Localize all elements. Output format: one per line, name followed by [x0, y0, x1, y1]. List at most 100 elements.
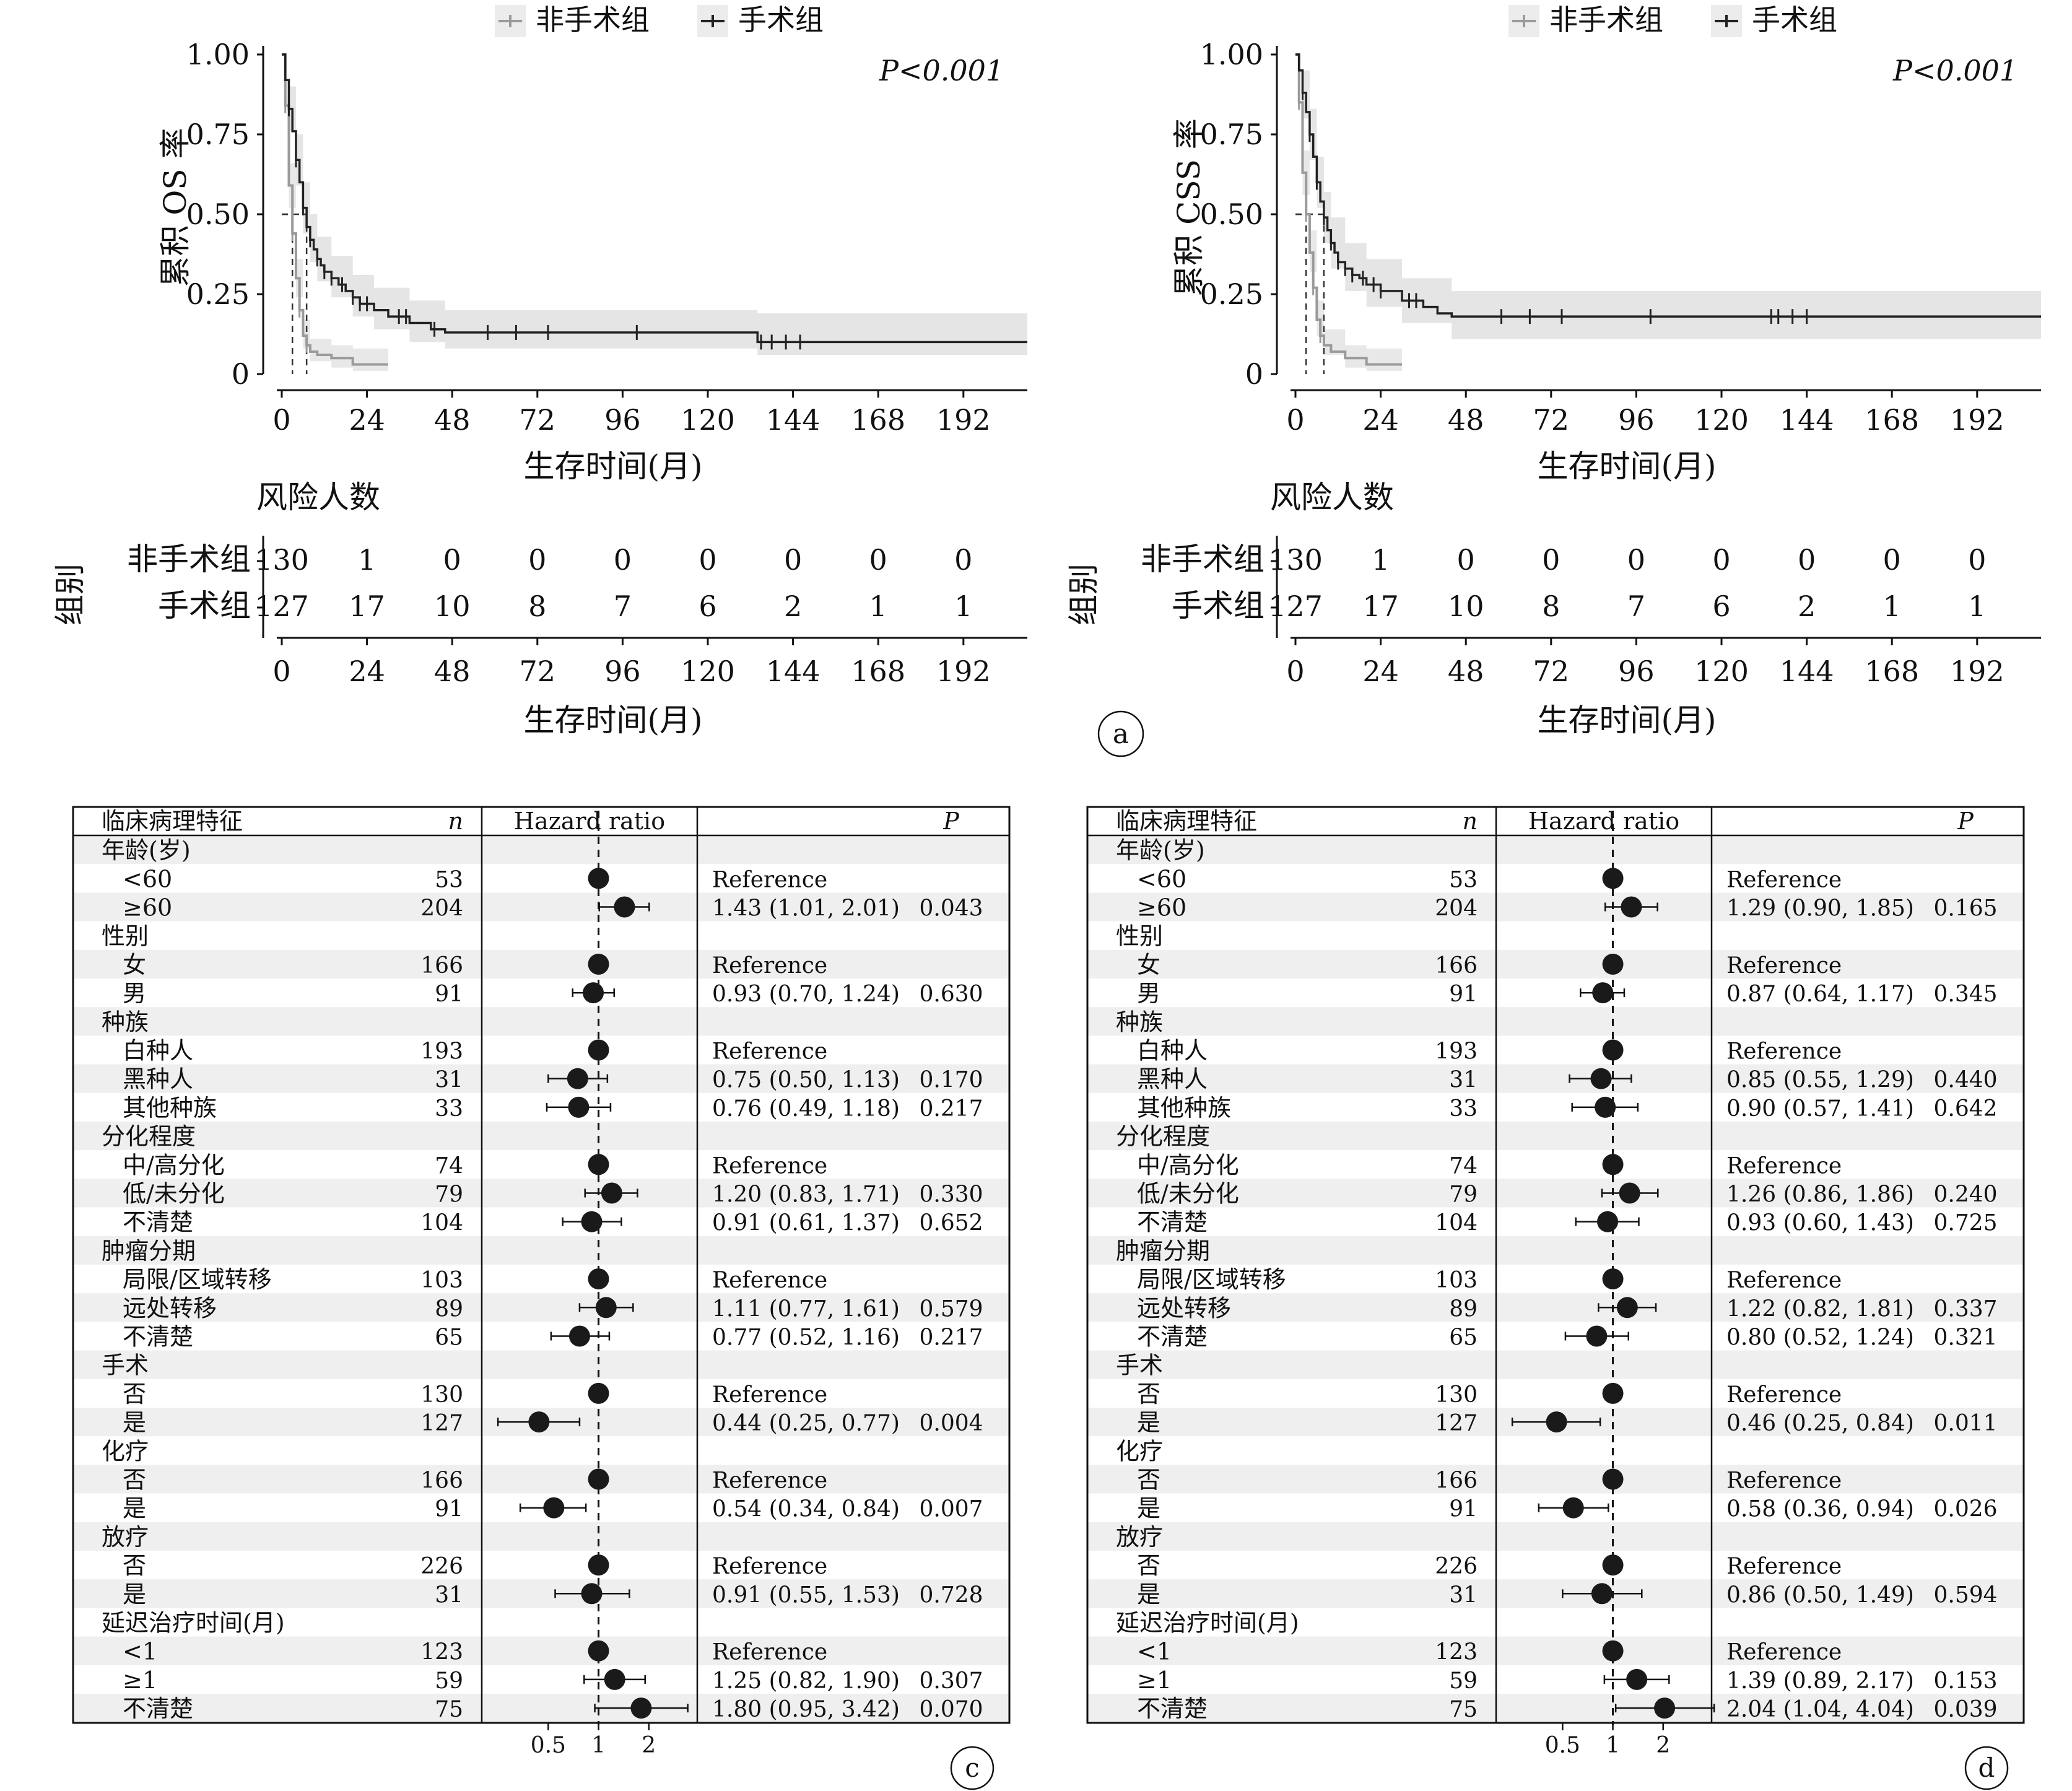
- km-curve-1: [1295, 53, 2041, 318]
- forest-x-tick-label: 2: [1656, 1733, 1670, 1758]
- hr-point: [1590, 1068, 1612, 1089]
- n-value: 31: [1449, 1582, 1478, 1608]
- p-value: 0.039: [1933, 1697, 1997, 1722]
- row-stripe: [1087, 1007, 2024, 1036]
- risk-count: 6: [699, 590, 716, 623]
- level-label: ≥60: [1137, 894, 1186, 922]
- header-hazard-ratio: Hazard ratio: [1528, 808, 1679, 835]
- risk-x-tick-label: 96: [1618, 655, 1655, 688]
- row-stripe: [73, 1235, 1009, 1265]
- level-label: 男: [123, 980, 146, 1007]
- hr-text: 0.91 (0.55, 1.53): [712, 1582, 900, 1608]
- x-tick-label: 48: [1448, 403, 1484, 437]
- y-tick-label: 0.75: [1200, 118, 1263, 151]
- level-label: 不清楚: [123, 1323, 193, 1351]
- risk-x-axis-title: 生存时间(月): [1537, 702, 1716, 738]
- x-tick-label: 48: [434, 403, 471, 437]
- hr-text: Reference: [1726, 1468, 1842, 1494]
- level-label: 不清楚: [1137, 1695, 1208, 1722]
- x-tick-label: 72: [520, 403, 556, 437]
- forest-x-tick-label: 0.5: [531, 1733, 566, 1758]
- risk-x-tick-label: 96: [604, 655, 641, 688]
- header-n: n: [448, 808, 463, 835]
- hr-point: [1619, 1182, 1640, 1204]
- y-tick-label: 1.00: [1200, 38, 1263, 71]
- hr-text: Reference: [1726, 867, 1842, 892]
- p-value: 0.579: [919, 1296, 983, 1322]
- hr-point: [588, 1268, 609, 1290]
- risk-count: 0: [443, 543, 461, 577]
- row-stripe: [1087, 1694, 2024, 1723]
- hr-text: Reference: [1726, 1382, 1842, 1408]
- header-hazard-ratio: Hazard ratio: [514, 808, 665, 835]
- hr-text: Reference: [1726, 1640, 1842, 1665]
- level-label: 黑种人: [1137, 1066, 1208, 1093]
- p-value: 0.330: [919, 1182, 983, 1208]
- hr-point: [1586, 1325, 1608, 1347]
- hr-point: [614, 896, 635, 918]
- group-label: 分化程度: [102, 1123, 196, 1150]
- hr-point: [588, 1554, 609, 1576]
- risk-count: 17: [349, 590, 385, 623]
- hr-text: Reference: [712, 1468, 827, 1494]
- risk-count: 130: [255, 543, 309, 577]
- level-label: <1: [123, 1638, 157, 1665]
- y-tick-label: 0.75: [186, 118, 250, 151]
- y-tick-label: 0.50: [1200, 198, 1263, 231]
- n-value: 91: [1449, 982, 1478, 1007]
- row-stripe: [73, 1122, 1009, 1151]
- row-stripe: [73, 1694, 1009, 1723]
- hr-point: [1591, 1583, 1613, 1605]
- p-value-annotation: P<0.001: [1892, 54, 2018, 87]
- row-stripe: [1087, 1122, 2024, 1151]
- table-frame: [1086, 806, 2025, 1724]
- n-value: 166: [1435, 953, 1478, 978]
- row-stripe: [73, 1522, 1009, 1551]
- x-tick-label: 0: [272, 403, 290, 437]
- x-tick-label: 144: [1780, 403, 1834, 437]
- n-value: 74: [1449, 1153, 1478, 1179]
- p-value: 0.240: [1933, 1182, 1997, 1208]
- hr-point: [588, 1039, 609, 1061]
- group-label: 肿瘤分期: [1116, 1237, 1210, 1265]
- hr-point: [567, 1068, 588, 1089]
- p-value: 0.217: [919, 1096, 983, 1122]
- hr-text: 1.80 (0.95, 3.42): [712, 1697, 900, 1722]
- group-label: 化疗: [1116, 1437, 1163, 1465]
- level-label: 男: [1137, 980, 1160, 1007]
- row-stripe: [73, 835, 1009, 865]
- hr-point: [1621, 896, 1642, 918]
- hr-text: 0.85 (0.55, 1.29): [1726, 1068, 1914, 1093]
- risk-count: 1: [954, 590, 972, 623]
- p-value: 0.007: [919, 1497, 983, 1522]
- x-tick-label: 168: [851, 403, 905, 437]
- n-value: 74: [435, 1153, 463, 1179]
- panel-label-circle: [1097, 710, 1144, 757]
- hr-text: 2.04 (1.04, 4.04): [1726, 1697, 1914, 1722]
- row-stripe: [1087, 1064, 2024, 1093]
- group-label: 性别: [1116, 923, 1163, 950]
- hr-text: Reference: [712, 953, 827, 978]
- forest-x-tick-label: 2: [642, 1733, 656, 1758]
- hr-text: 0.87 (0.64, 1.17): [1726, 982, 1914, 1007]
- row-stripe: [73, 1465, 1009, 1494]
- risk-table-title: 风险人数: [1270, 479, 1394, 515]
- n-value: 75: [1449, 1697, 1478, 1722]
- x-tick-label: 72: [1533, 403, 1570, 437]
- hr-text: Reference: [1726, 1039, 1842, 1065]
- p-value: 0.217: [919, 1325, 983, 1351]
- n-value: 65: [435, 1325, 463, 1351]
- hr-text: 0.80 (0.52, 1.24): [1726, 1325, 1914, 1351]
- hr-point: [528, 1411, 550, 1433]
- risk-table-title: 风险人数: [256, 479, 380, 515]
- risk-x-tick-label: 72: [520, 655, 556, 688]
- p-value: 0.337: [1933, 1296, 1997, 1322]
- x-tick-label: 192: [1950, 403, 2005, 437]
- row-stripe: [1087, 1636, 2024, 1665]
- p-value: 0.004: [919, 1411, 983, 1436]
- risk-count: 1: [1372, 543, 1390, 577]
- n-value: 89: [435, 1296, 463, 1322]
- hr-point: [583, 982, 604, 1004]
- level-label: 白种人: [123, 1037, 193, 1065]
- row-stripe: [73, 1350, 1009, 1379]
